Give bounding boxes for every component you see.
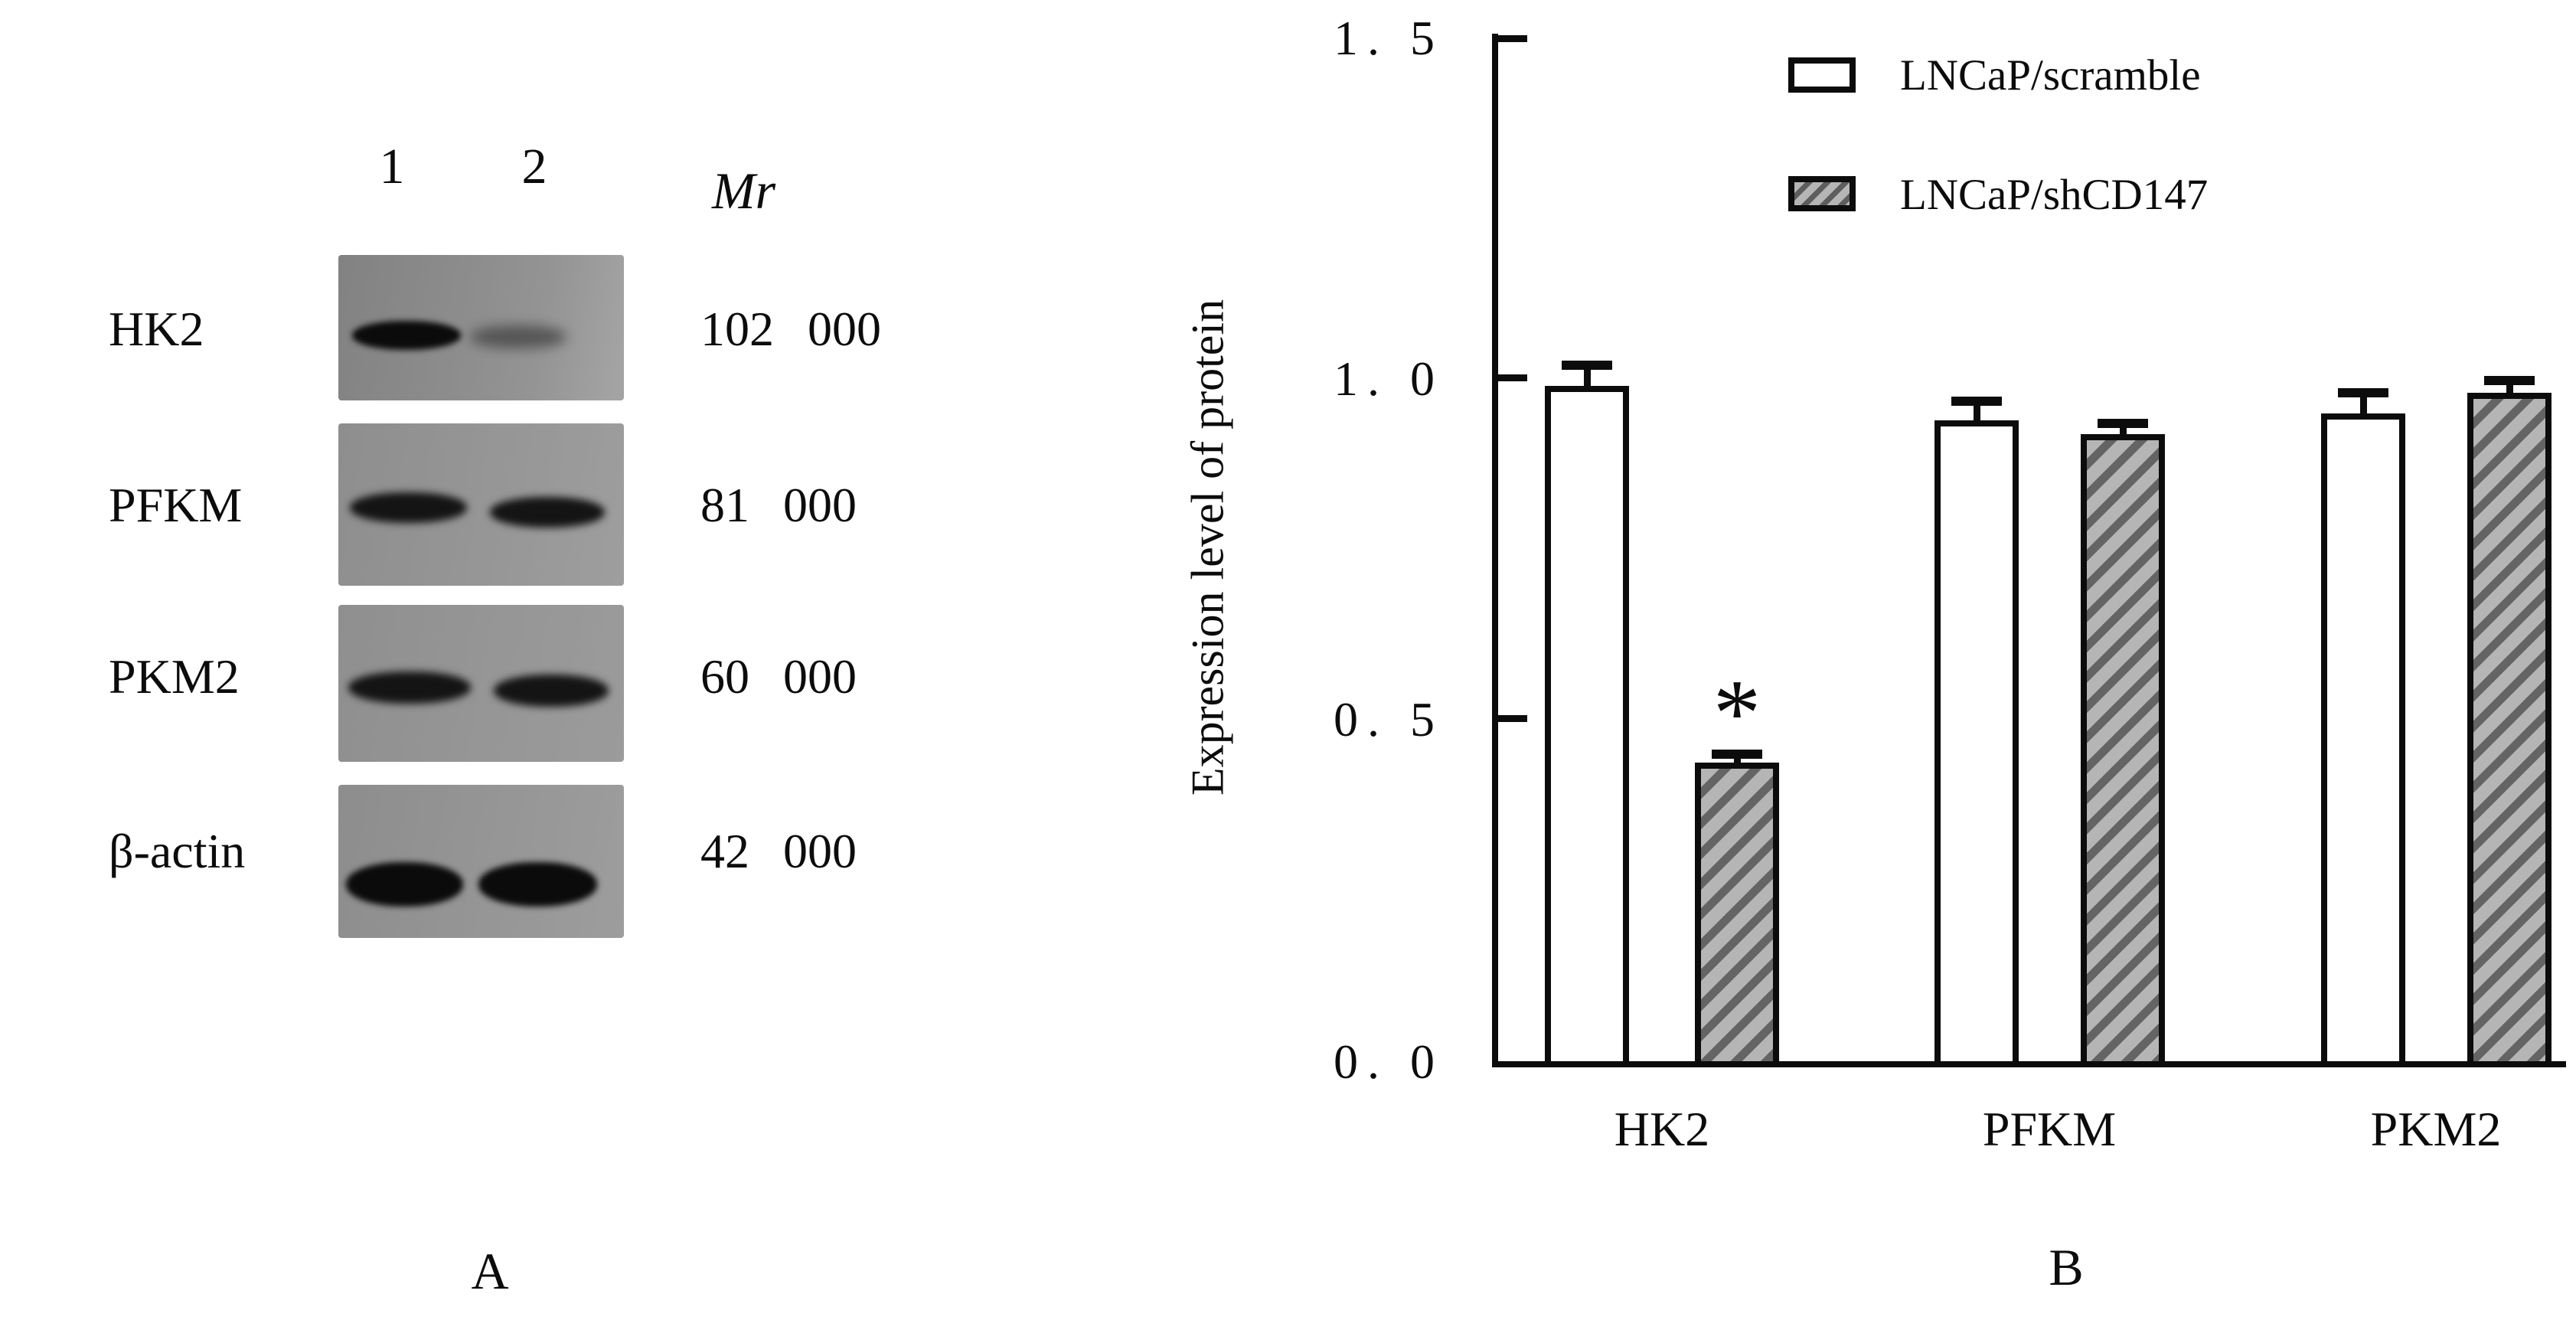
bar-PFKM-LNCaP/scramble	[1934, 420, 2019, 1067]
errorbar-cap-HK2-LNCaP/shCD147	[1712, 750, 1762, 760]
protein-label-pfkm: PFKM	[109, 478, 243, 532]
blot-image-actin	[338, 785, 624, 938]
y-tick-label-1-5: 1. 5	[1334, 11, 1444, 65]
errorbar-stem-PFKM-LNCaP/shCD147	[2119, 423, 2127, 434]
protein-label-pkm2: PKM2	[109, 649, 240, 704]
mr-value-actin: 42 000	[700, 824, 857, 878]
blot-band-actin-lane2	[478, 862, 597, 907]
mr-value-pfkm: 81 000	[700, 478, 857, 532]
errorbar-stem-PFKM-LNCaP/scramble	[1973, 400, 1980, 420]
mr-column-header: Mr	[712, 161, 776, 220]
y-tick-0-5	[1498, 715, 1527, 722]
blot-image-pfkm	[338, 423, 624, 586]
x-category-label-pfkm: PFKM	[1982, 1102, 2117, 1156]
lane-header-2: 2	[521, 139, 547, 194]
legend-label-scramble: LNCaP/scramble	[1900, 51, 2201, 100]
lane-header-1: 1	[379, 139, 405, 194]
bar-PKM2-LNCaP/scramble	[2321, 413, 2405, 1067]
mr-value-hk2: 102 000	[700, 302, 881, 356]
significance-asterisk: *	[1712, 661, 1761, 767]
bar-PFKM-LNCaP/shCD147	[2081, 433, 2165, 1067]
blot-band-pkm2-lane2	[494, 675, 609, 707]
bar-HK2-LNCaP/shCD147	[1695, 763, 1779, 1067]
y-tick-label-1-0: 1. 0	[1334, 351, 1444, 406]
y-tick-label-0-0: 0. 0	[1334, 1034, 1444, 1089]
y-tick-label-0-5: 0. 5	[1334, 692, 1444, 747]
bar-PKM2-LNCaP/shCD147	[2467, 392, 2552, 1067]
blot-band-pkm2-lane1	[348, 671, 471, 704]
legend-label-shcd147: LNCaP/shCD147	[1900, 170, 2209, 219]
bar-HK2-LNCaP/scramble	[1545, 385, 1629, 1067]
protein-label-hk2: HK2	[109, 302, 204, 356]
blot-band-hk2-lane2	[470, 325, 566, 348]
errorbar-cap-HK2-LNCaP/scramble	[1562, 361, 1612, 371]
protein-label-actin: β-actin	[109, 824, 246, 878]
errorbar-cap-PFKM-LNCaP/scramble	[1951, 396, 2002, 406]
x-axis-line	[1492, 1061, 2566, 1067]
panel-label-a: A	[471, 1241, 509, 1300]
errorbar-cap-PKM2-LNCaP/shCD147	[2484, 375, 2535, 385]
blot-image-pkm2	[338, 605, 624, 762]
y-tick-1-0	[1498, 374, 1527, 381]
errorbar-cap-PKM2-LNCaP/scramble	[2338, 387, 2388, 397]
legend-swatch-scramble	[1788, 57, 1856, 93]
blot-image-hk2	[338, 255, 624, 400]
blot-band-pfkm-lane2	[490, 497, 605, 528]
x-category-label-hk2: HK2	[1614, 1102, 1710, 1156]
legend-swatch-shcd147	[1788, 176, 1856, 211]
blot-band-pfkm-lane1	[350, 492, 467, 523]
blot-band-hk2-lane1	[352, 321, 461, 350]
x-category-label-pkm2: PKM2	[2370, 1102, 2502, 1156]
panel-label-b: B	[2049, 1237, 2084, 1296]
y-axis-line	[1492, 34, 1498, 1067]
blot-band-actin-lane1	[346, 862, 463, 907]
errorbar-cap-PFKM-LNCaP/shCD147	[2098, 419, 2148, 429]
errorbar-stem-PKM2-LNCaP/shCD147	[2506, 380, 2513, 393]
y-axis-title: Expression level of protein	[1182, 299, 1233, 796]
mr-value-pkm2: 60 000	[700, 649, 857, 704]
y-tick-1-5	[1498, 35, 1527, 42]
errorbar-stem-HK2-LNCaP/scramble	[1583, 365, 1591, 386]
errorbar-stem-PKM2-LNCaP/scramble	[2359, 392, 2367, 413]
